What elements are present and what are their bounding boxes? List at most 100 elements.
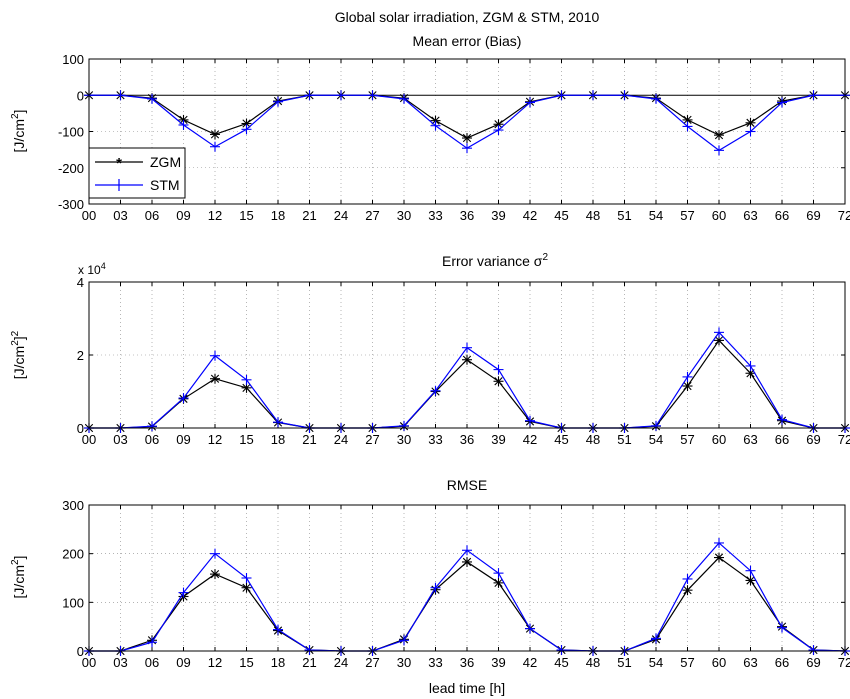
bias-panel: Mean error (Bias) 00 03 06 09 12 15 18 21 24 27 30…	[10, 33, 850, 223]
data-point-stm	[682, 121, 693, 132]
x-tick-label: 72	[838, 208, 850, 223]
data-point-stm	[210, 141, 220, 152]
x-tick-label: 39	[491, 208, 505, 223]
bias-plot-area: 00 03 06 09 12 15 18 21 24 27 30 33 36 39 42 45 48 51 54 57…	[58, 52, 850, 223]
data-point-stm	[714, 537, 724, 548]
data-point-stm	[588, 90, 598, 101]
data-point-stm	[241, 374, 252, 385]
data-point-zgm	[493, 577, 504, 588]
data-point-stm	[210, 548, 220, 559]
y-tick-label: 300	[62, 498, 84, 513]
x-tick-label: 39	[491, 432, 505, 447]
figure-title: Global solar irradiation, ZGM & STM, 201…	[335, 9, 600, 25]
variance-ylabel: [J/cm2]2	[10, 330, 27, 379]
data-point-stm	[241, 573, 252, 583]
y-tick-label: -100	[58, 125, 84, 140]
x-tick-label: 24	[334, 208, 348, 223]
x-tick-label: 69	[806, 655, 820, 670]
data-point-zgm	[462, 556, 472, 567]
x-tick-label: 09	[176, 655, 190, 670]
x-tick-label: 42	[523, 432, 537, 447]
data-point-stm	[430, 120, 441, 131]
data-point-stm	[210, 350, 220, 361]
x-tick-label: 51	[617, 655, 631, 670]
legend: * ZGM STM	[88, 147, 186, 199]
x-tick-label: 33	[428, 432, 442, 447]
data-point-zgm	[745, 575, 756, 586]
data-point-stm	[714, 327, 724, 338]
x-tick-label: 66	[775, 208, 789, 223]
data-point-stm	[147, 93, 157, 104]
x-tick-label: 51	[617, 432, 631, 447]
data-point-zgm	[682, 381, 693, 392]
legend-box	[88, 147, 186, 199]
data-point-zgm	[714, 552, 724, 563]
x-tick-label: 33	[428, 208, 442, 223]
x-tick-label: 15	[239, 655, 253, 670]
x-tick-label: 54	[649, 655, 663, 670]
data-point-stm	[273, 417, 283, 428]
rmse-plot-area: 00 03 06 09 12 15 18 21 24 27 30 33 36 39 42 45 48 51 54 57…	[62, 498, 850, 670]
x-tick-label: 36	[460, 208, 474, 223]
data-point-stm	[178, 587, 189, 598]
data-point-stm	[525, 623, 535, 634]
x-tick-label: 27	[365, 432, 379, 447]
data-point-zgm	[682, 585, 693, 596]
x-tick-label: 45	[554, 208, 568, 223]
x-tick-label: 48	[586, 432, 600, 447]
x-tick-label: 48	[586, 208, 600, 223]
x-tick-label: 69	[806, 432, 820, 447]
x-tick-label: 24	[334, 655, 348, 670]
data-point-stm	[493, 568, 504, 579]
data-point-stm	[462, 143, 472, 154]
x-tick-label: 27	[365, 655, 379, 670]
legend-zgm-label: ZGM	[150, 154, 181, 170]
x-tick-label: 63	[743, 208, 757, 223]
data-point-stm	[682, 573, 693, 584]
x-tick-label: 15	[239, 208, 253, 223]
x-tick-label: 54	[649, 432, 663, 447]
bias-ylabel: [J/cm2]	[10, 110, 27, 153]
legend-zgm-marker: *	[116, 155, 122, 172]
data-point-zgm	[745, 117, 756, 128]
x-tick-label: 63	[743, 432, 757, 447]
x-tick-label: 69	[806, 208, 820, 223]
axes-frame	[88, 281, 846, 429]
data-point-stm	[745, 565, 756, 576]
data-point-stm	[462, 342, 472, 353]
x-tick-label: 36	[460, 655, 474, 670]
x-tick-label: 12	[208, 208, 222, 223]
x-tick-label: 06	[145, 208, 159, 223]
y-tick-label: 2	[77, 348, 84, 363]
x-tick-label: 66	[775, 432, 789, 447]
data-point-stm	[525, 415, 535, 426]
data-point-stm	[178, 393, 189, 404]
x-tick-label: 42	[523, 655, 537, 670]
x-tick-label: 00	[82, 432, 96, 447]
y-tick-label: 100	[62, 595, 84, 610]
x-tick-label: 30	[397, 208, 411, 223]
data-point-stm	[651, 93, 661, 104]
data-point-zgm	[462, 354, 472, 365]
x-tick-label: 09	[176, 432, 190, 447]
x-tick-label: 18	[271, 655, 285, 670]
x-tick-label: 12	[208, 655, 222, 670]
rmse-ylabel: [J/cm2]	[10, 556, 27, 599]
x-tick-label: 39	[491, 655, 505, 670]
y-tick-label: 0	[77, 88, 84, 103]
data-point-stm	[556, 90, 567, 101]
data-point-stm	[808, 90, 819, 101]
variance-panel: Error variance σ2 x 104 00 03 06 09 12 15 18 21…	[10, 252, 850, 447]
x-tick-label: 66	[775, 655, 789, 670]
data-point-stm	[115, 90, 126, 101]
data-point-stm	[714, 145, 724, 156]
x-tick-label: 21	[302, 208, 316, 223]
x-tick-label: 57	[680, 655, 694, 670]
x-tick-label: 60	[712, 655, 726, 670]
data-point-stm	[556, 645, 567, 656]
data-point-stm	[808, 645, 819, 656]
y-tick-label: 0	[77, 644, 84, 659]
x-tick-label: 72	[838, 432, 850, 447]
y-tick-label: 200	[62, 547, 84, 562]
x-tick-label: 60	[712, 208, 726, 223]
